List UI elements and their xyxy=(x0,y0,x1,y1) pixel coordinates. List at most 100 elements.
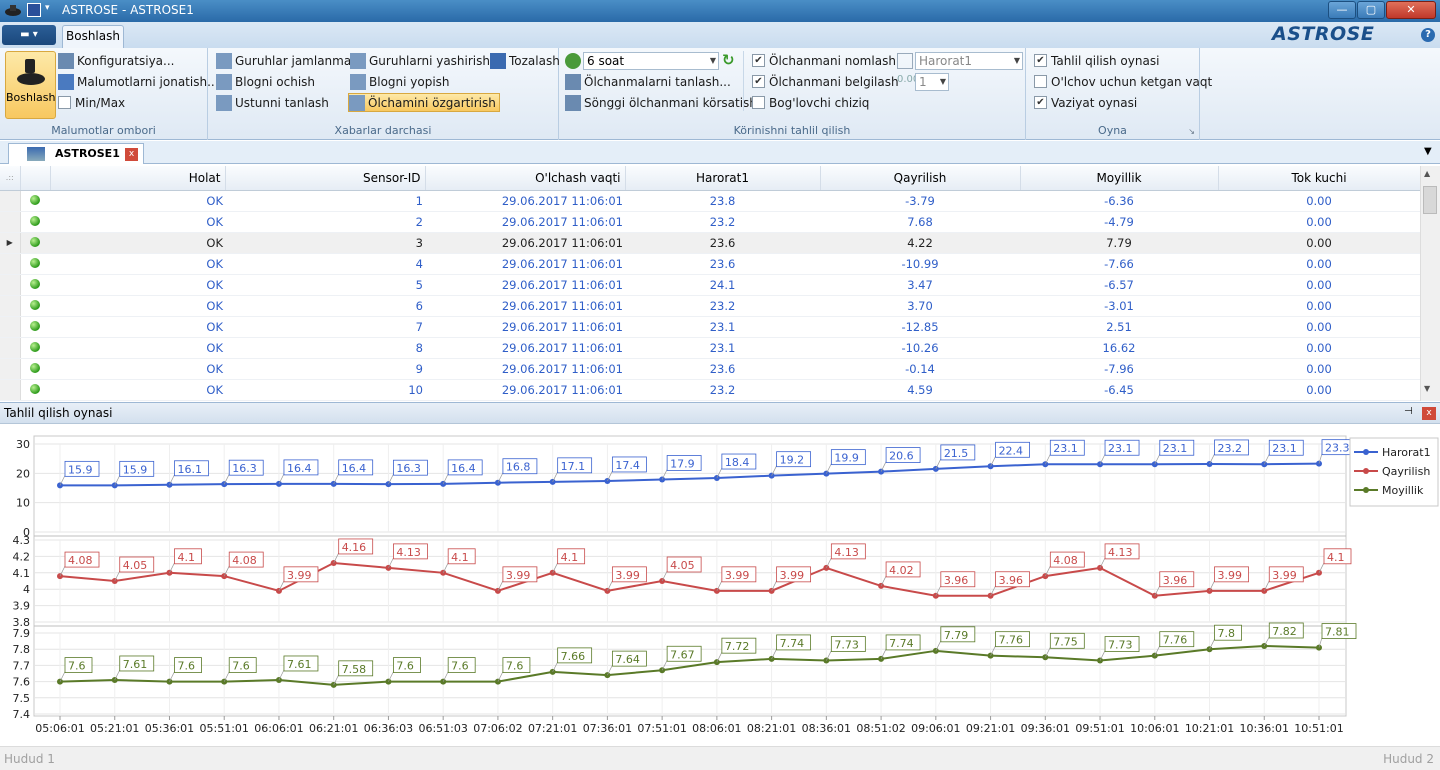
close-button[interactable]: ✕ xyxy=(1386,1,1436,19)
analysis-chart: 30 20 10 0 15.9 15.9 16.1 16.3 16.4 16.4 16.3 16.4 1… xyxy=(0,424,1440,746)
row-selector[interactable] xyxy=(0,295,21,317)
minimize-button[interactable]: — xyxy=(1328,1,1356,19)
table-row[interactable]: OK 7 29.06.2017 11:06:01 23.1 -12.85 2.51 0.00 xyxy=(0,316,1420,338)
y-tick-label: 7.8 xyxy=(13,643,31,656)
row-selector[interactable] xyxy=(0,253,21,275)
boshlash-big-button[interactable]: Boshlash xyxy=(5,51,56,119)
y-tick-label: 7.7 xyxy=(13,659,31,672)
column-header[interactable]: Tok kuchi xyxy=(1218,166,1421,191)
status-left: Hudud 1 xyxy=(4,752,55,766)
table-cell: 29.06.2017 11:06:01 xyxy=(425,232,625,254)
series-line-harorat1 xyxy=(60,462,1320,487)
clear-button[interactable]: Tozalash xyxy=(490,51,560,70)
select-measurements-button[interactable]: Ölchanmalarni tanlash... xyxy=(565,72,731,91)
mark-measurement-checkbox[interactable]: ✔ Ölchanmani belgilash xyxy=(752,72,899,91)
count-select[interactable]: 1 ▼ xyxy=(915,73,949,91)
table-cell: -3.79 xyxy=(820,190,1020,212)
tab-boshlash[interactable]: Boshlash xyxy=(62,25,124,48)
column-header[interactable]: Holat xyxy=(50,166,226,191)
document-tab[interactable]: ASTROSE1 x xyxy=(8,143,144,164)
status-ok-icon xyxy=(30,341,41,352)
status-window-checkbox[interactable]: ✔ Vaziyat oynasi xyxy=(1034,93,1137,112)
show-last-button[interactable]: Sönggi ölchanmani körsatish xyxy=(565,93,757,112)
close-tab-icon[interactable]: x xyxy=(125,148,138,161)
refresh-icon[interactable]: ↻ xyxy=(722,51,735,69)
scroll-down-icon[interactable]: ▼ xyxy=(1424,384,1431,393)
close-block-button[interactable]: Blogni yopish xyxy=(350,72,450,91)
column-header[interactable]: Qayrilish xyxy=(820,166,1021,191)
table-cell: -0.14 xyxy=(820,358,1020,380)
close-panel-icon[interactable]: x xyxy=(1422,407,1436,420)
konfiguratsiya-button[interactable]: Konfiguratsiya... xyxy=(58,51,174,70)
status-ok-icon xyxy=(30,278,41,289)
status-icon-cell xyxy=(20,316,50,338)
analysis-window-checkbox[interactable]: ✔ Tahlil qilish oynasi xyxy=(1034,51,1159,70)
table-cell: 29.06.2017 11:06:01 xyxy=(425,190,625,212)
status-icon-cell xyxy=(20,295,50,317)
scrollbar-thumb[interactable] xyxy=(1423,186,1437,214)
row-selector[interactable] xyxy=(0,316,21,338)
vertical-scrollbar[interactable]: ▲ ▼ xyxy=(1420,166,1440,401)
table-row[interactable]: OK 5 29.06.2017 11:06:01 24.1 3.47 -6.57 0.00 xyxy=(0,274,1420,296)
x-tick-label: 08:06:01 xyxy=(692,722,741,735)
column-header[interactable]: O'lchash vaqti xyxy=(425,166,626,191)
scroll-up-icon[interactable]: ▲ xyxy=(1424,169,1431,178)
data-label: 16.4 xyxy=(451,462,476,475)
table-row[interactable]: OK 10 29.06.2017 11:06:01 23.2 4.59 -6.45 0.00 xyxy=(0,379,1420,401)
row-selector[interactable] xyxy=(0,337,21,359)
column-header[interactable]: Moyillik xyxy=(1020,166,1219,191)
table-row[interactable]: OK 2 29.06.2017 11:06:01 23.2 7.68 -4.79 0.00 xyxy=(0,211,1420,233)
table-row[interactable]: OK 1 29.06.2017 11:06:01 23.8 -3.79 -6.36 0.00 xyxy=(0,190,1420,212)
table-row[interactable]: OK 4 29.06.2017 11:06:01 23.6 -10.99 -7.66 0.0… xyxy=(0,253,1420,275)
label-leader xyxy=(607,664,613,676)
column-header[interactable]: Sensor-ID xyxy=(225,166,426,191)
data-label: 4.08 xyxy=(68,554,93,567)
row-selector[interactable] xyxy=(0,379,21,401)
row-selector[interactable]: ▶ xyxy=(0,232,21,254)
measurement-time-checkbox[interactable]: O'lchov uchun ketgan vaqt xyxy=(1034,72,1212,91)
pin-icon[interactable]: ⊣ xyxy=(1404,406,1413,417)
y-tick-label: 7.5 xyxy=(13,692,31,705)
series-line-qayrilish xyxy=(59,561,1320,597)
table-row[interactable]: OK 6 29.06.2017 11:06:01 23.2 3.70 -3.01 0.00 xyxy=(0,295,1420,317)
sensor-select[interactable]: Harorat1 ▼ xyxy=(915,52,1023,70)
tab-list-dropdown-icon[interactable]: ▼ xyxy=(1424,146,1432,157)
quick-access-dropdown-icon[interactable]: ▾ xyxy=(45,3,50,13)
data-label-box xyxy=(502,458,538,475)
chevron-down-icon: ▼ xyxy=(939,77,946,86)
connecting-line-checkbox[interactable]: Bog'lovchi chiziq xyxy=(752,93,869,112)
table-cell: 0.00 xyxy=(1218,253,1420,275)
select-column-button[interactable]: Ustunni tanlash xyxy=(216,93,329,112)
row-selector[interactable] xyxy=(0,211,21,233)
x-tick-label: 05:21:01 xyxy=(90,722,139,735)
dialog-launcher-icon[interactable]: ↘ xyxy=(1188,127,1195,136)
help-icon[interactable]: ? xyxy=(1421,28,1435,42)
column-header[interactable]: Harorat1 xyxy=(625,166,821,191)
row-selector[interactable] xyxy=(0,274,21,296)
table-row[interactable]: ▶ OK 3 29.06.2017 11:06:01 23.6 4.22 7.79 0.00 xyxy=(0,232,1420,254)
maximize-button[interactable]: ▢ xyxy=(1357,1,1385,19)
open-block-button[interactable]: Blogni ochish xyxy=(216,72,315,91)
table-cell: -6.45 xyxy=(1020,379,1218,401)
x-tick-label: 09:06:01 xyxy=(911,722,960,735)
x-tick-label: 10:51:01 xyxy=(1294,722,1343,735)
save-icon[interactable] xyxy=(27,3,41,17)
group-summary-button[interactable]: Guruhlar jamlanmasi xyxy=(216,51,361,70)
data-label: 7.64 xyxy=(615,653,640,666)
data-label-box xyxy=(393,459,428,476)
label-leader xyxy=(442,671,449,682)
send-data-button[interactable]: Malumotlarni jonatish... xyxy=(58,72,219,91)
table-cell: 29.06.2017 11:06:01 xyxy=(425,358,625,380)
table-row[interactable]: OK 8 29.06.2017 11:06:01 23.1 -10.26 16.62 0.0… xyxy=(0,337,1420,359)
name-measurement-checkbox[interactable]: ✔ Ölchanmani nomlash xyxy=(752,51,896,70)
table-row[interactable]: OK 9 29.06.2017 11:06:01 23.6 -0.14 -7.96 0.00 xyxy=(0,358,1420,380)
select-icon xyxy=(565,73,581,90)
data-label: 7.76 xyxy=(1163,634,1188,647)
period-select[interactable]: 6 soat ▼ xyxy=(583,52,719,70)
row-selector[interactable] xyxy=(0,358,21,380)
resize-button[interactable]: Ölchamini özgartirish xyxy=(348,93,500,112)
row-selector[interactable] xyxy=(0,190,21,212)
hide-groups-button[interactable]: Guruhlarni yashirish xyxy=(350,51,490,70)
app-menu-button[interactable]: ▬ ▾ xyxy=(2,25,56,45)
minmax-checkbox[interactable]: Min/Max xyxy=(58,93,125,112)
